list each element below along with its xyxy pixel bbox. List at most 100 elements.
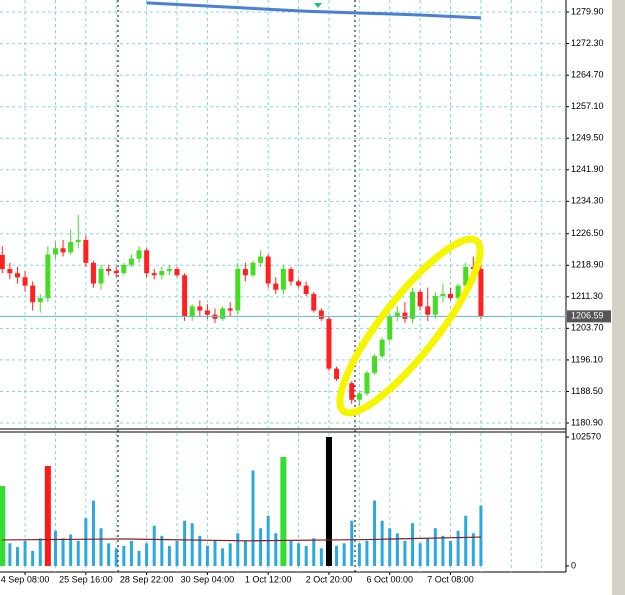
candle-body xyxy=(463,266,469,286)
volume-bar xyxy=(243,540,247,566)
candle-body xyxy=(296,281,302,286)
volume-bar xyxy=(479,505,483,566)
volume-bar xyxy=(213,540,217,566)
candle-body xyxy=(356,393,362,400)
candle-body xyxy=(189,306,195,317)
y-tick-label: 1218.90 xyxy=(571,260,604,270)
candle-body xyxy=(113,271,119,274)
candle-body xyxy=(326,318,332,369)
candle-body xyxy=(242,269,248,276)
volume-bar xyxy=(342,543,346,566)
volume-bar xyxy=(411,523,415,566)
candle-body xyxy=(417,291,423,307)
volume-bar xyxy=(53,530,57,566)
volume-bar xyxy=(259,528,263,566)
candle-body xyxy=(151,273,157,276)
volume-bar xyxy=(69,534,73,566)
candle-body xyxy=(0,254,5,270)
volume-bar xyxy=(441,535,445,566)
volume-bar xyxy=(107,543,111,566)
x-tick-label: 6 Oct 00:00 xyxy=(366,574,413,584)
candle-body xyxy=(258,256,264,263)
window-frame xyxy=(612,0,625,595)
volume-bar xyxy=(403,540,407,566)
x-tick-label: 30 Sep 04:00 xyxy=(181,574,235,584)
volume-bar xyxy=(433,528,437,566)
candle-body xyxy=(318,310,324,319)
candle-body xyxy=(106,269,112,272)
candle-body xyxy=(379,339,385,357)
volume-bar xyxy=(274,533,278,566)
candle-body xyxy=(303,285,309,294)
candle-body xyxy=(197,306,203,311)
y-tick-label: 1257.10 xyxy=(571,101,604,111)
candle-body xyxy=(455,285,461,299)
candle-body xyxy=(478,269,484,317)
volume-bar xyxy=(31,550,35,566)
volume-bar xyxy=(198,535,202,566)
volume-bar xyxy=(190,523,194,566)
candle-body xyxy=(349,383,355,400)
volume-bar xyxy=(160,535,164,566)
y-tick-label: 1241.90 xyxy=(571,164,604,174)
volume-bar xyxy=(464,515,468,566)
volume-bar xyxy=(365,540,369,566)
last-price-label: 1206.59 xyxy=(571,311,604,321)
volume-bar xyxy=(350,520,354,566)
candle-body xyxy=(128,258,134,265)
candle-body xyxy=(273,283,279,290)
volume-bar xyxy=(99,528,103,566)
candle-body xyxy=(75,239,81,243)
y-tick-label: 1180.90 xyxy=(571,417,603,427)
volume-bar xyxy=(167,545,171,566)
volume-bar xyxy=(8,543,12,566)
candle-body xyxy=(136,250,142,259)
x-tick-label: 4 Sep 08:00 xyxy=(1,574,50,584)
candle-body xyxy=(280,269,286,290)
candle-body xyxy=(60,248,66,253)
candle-body xyxy=(394,312,400,317)
volume-bar xyxy=(15,547,19,566)
volume-bar xyxy=(325,436,332,566)
volume-bar xyxy=(251,470,255,566)
volume-bar xyxy=(236,533,240,566)
volume-bar xyxy=(44,466,51,566)
candle-body xyxy=(448,293,454,299)
candle-body xyxy=(311,293,317,311)
candle-body xyxy=(410,291,416,319)
candle-body xyxy=(98,269,104,284)
volume-bar xyxy=(280,456,287,566)
candle-body xyxy=(121,264,127,274)
candle-body xyxy=(227,308,233,311)
candle-body xyxy=(45,254,51,299)
marker xyxy=(314,3,322,8)
volume-bar xyxy=(145,543,149,566)
volume-average xyxy=(2,536,481,542)
candle-body xyxy=(14,273,20,278)
y-tick-label: 1203.70 xyxy=(571,323,604,333)
candle-body xyxy=(235,269,241,311)
candle-body xyxy=(265,256,271,284)
candle-body xyxy=(220,308,226,319)
volume-bar xyxy=(84,518,88,566)
y-tick-label: 0 xyxy=(571,560,576,570)
candle-body xyxy=(402,312,408,319)
y-tick-label: 1226.50 xyxy=(571,228,604,238)
volume-bar xyxy=(61,538,65,566)
y-tick-label: 1211.30 xyxy=(571,291,603,301)
y-tick-label: 1264.70 xyxy=(571,70,604,80)
candle-body xyxy=(288,269,294,282)
candle-body xyxy=(387,316,393,340)
candle-body xyxy=(334,368,340,380)
y-tick-label: 1279.90 xyxy=(571,6,604,16)
volume-bar xyxy=(91,500,95,566)
volume-bar xyxy=(114,548,118,566)
volume-bar xyxy=(38,538,42,566)
volume-bar xyxy=(122,545,126,566)
volume-bar xyxy=(426,538,430,566)
volume-bar xyxy=(175,540,179,566)
volume-bar xyxy=(137,550,141,566)
y-tick-label: 1249.50 xyxy=(571,133,604,143)
candle-body xyxy=(52,248,58,255)
y-tick-label: 1272.30 xyxy=(571,38,604,48)
